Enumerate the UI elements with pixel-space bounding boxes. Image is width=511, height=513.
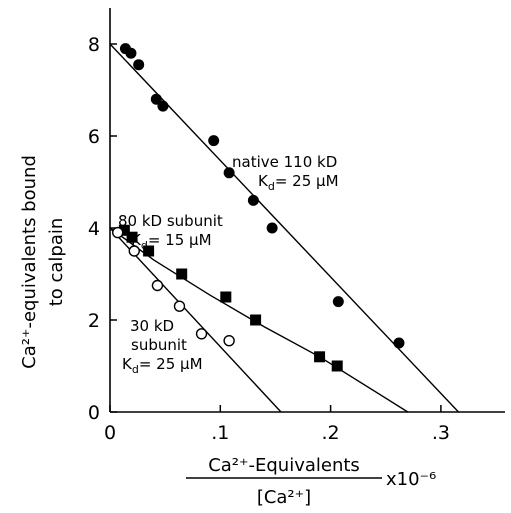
data-point-80kd — [250, 314, 262, 326]
annotation-30kd-name: 30 kD — [130, 317, 174, 335]
data-point-30kd — [128, 245, 140, 257]
annotation-native-kd: Kd= 25 μM — [258, 172, 339, 193]
annotation-30kd-subunit: subunit — [131, 336, 187, 354]
data-point-native — [247, 194, 259, 206]
data-point-native — [133, 59, 145, 71]
data-point-30kd — [112, 226, 124, 239]
data-point-native — [208, 135, 220, 147]
data-point-80kd — [118, 224, 130, 236]
x-tick-label: 0 — [104, 422, 116, 444]
annotation-80kd-name: 80 kD subunit — [118, 212, 223, 230]
y-tick-label: 2 — [88, 310, 100, 332]
data-point-30kd — [195, 328, 208, 340]
data-point-native — [125, 47, 137, 59]
data-point-80kd — [220, 291, 232, 303]
x-tick-label: .2 — [322, 422, 340, 444]
data-point-30kd — [151, 279, 164, 292]
data-point-native — [150, 93, 162, 105]
data-point-native — [223, 167, 235, 179]
y-axis-label-line2: to calpain — [46, 218, 67, 307]
data-point-80kd — [126, 231, 138, 243]
x-tick-label: .1 — [211, 422, 229, 444]
data-point-80kd — [176, 268, 188, 280]
x-axis-label-multiplier: x10⁻⁶ — [386, 469, 436, 490]
data-point-native — [157, 100, 169, 112]
data-point-native — [393, 337, 405, 349]
annotation-80kd-kd: Kd= 15 μM — [131, 231, 212, 252]
data-point-native — [266, 222, 278, 234]
data-point-native — [332, 296, 344, 308]
data-point-30kd — [223, 335, 235, 347]
y-tick-label: 0 — [88, 402, 100, 424]
annotation-native-name: native 110 kD — [232, 153, 337, 171]
data-point-80kd — [314, 351, 326, 363]
x-tick-label: .3 — [432, 422, 450, 444]
x-axis-label-numerator: Ca²⁺-Equivalents — [208, 455, 360, 476]
data-point-80kd — [331, 360, 343, 372]
data-point-80kd — [143, 245, 155, 257]
y-axis-label-line1: Ca²⁺-equivalents bound — [19, 155, 40, 369]
y-tick-label: 6 — [88, 126, 100, 148]
x-axis-label-denominator: [Ca²⁺] — [257, 487, 311, 508]
y-tick-label: 4 — [88, 218, 100, 240]
fit-line-30kd — [109, 227, 282, 413]
data-point-30kd — [173, 300, 186, 312]
annotation-30kd-kd: Kd= 25 μM — [122, 355, 203, 376]
y-tick-label: 8 — [88, 34, 100, 56]
